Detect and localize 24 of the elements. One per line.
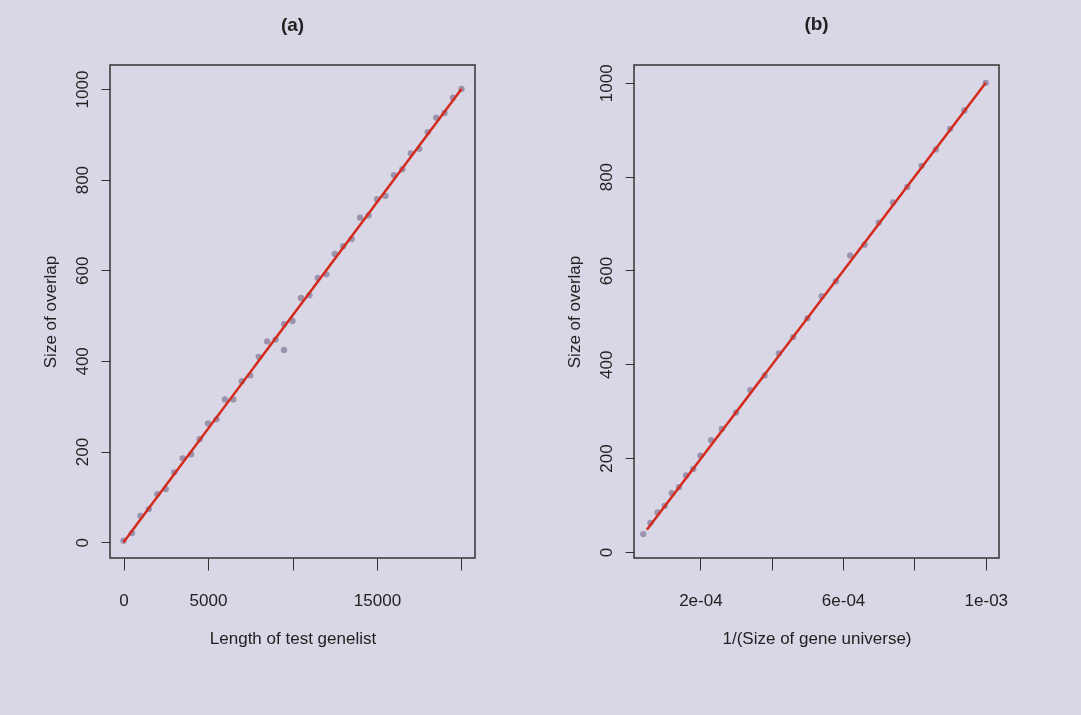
x-tick-label: 2e-04 xyxy=(679,590,723,610)
y-tick-label: 1000 xyxy=(72,70,92,109)
x-tick-label: 1e-03 xyxy=(964,590,1009,610)
y-tick-label: 0 xyxy=(596,547,616,558)
y-tick-label: 0 xyxy=(72,537,92,548)
x-tick-label: 0 xyxy=(119,590,129,610)
x-axis-title: Length of test genelist xyxy=(209,628,377,648)
chart-title: (b) xyxy=(804,12,829,34)
y-tick-label: 400 xyxy=(72,347,92,376)
y-tick-label: 200 xyxy=(596,444,616,473)
y-tick-label: 800 xyxy=(72,165,92,195)
y-axis-title: Size of overlap xyxy=(564,255,584,369)
x-tick-label: 6e-04 xyxy=(821,590,866,610)
y-tick-label: 600 xyxy=(596,256,616,286)
chart-title: (a) xyxy=(280,14,305,35)
y-tick-label: 1000 xyxy=(596,64,616,103)
y-tick-label: 800 xyxy=(596,162,616,192)
y-tick-label: 400 xyxy=(596,350,616,379)
x-tick-label: 15000 xyxy=(353,590,402,610)
y-axis-title: Size of overlap xyxy=(40,255,60,369)
x-tick-label: 5000 xyxy=(189,590,228,610)
x-axis-title: 1/(Size of gene universe) xyxy=(722,628,912,648)
y-tick-label: 200 xyxy=(72,437,92,467)
y-tick-label: 600 xyxy=(72,256,92,285)
